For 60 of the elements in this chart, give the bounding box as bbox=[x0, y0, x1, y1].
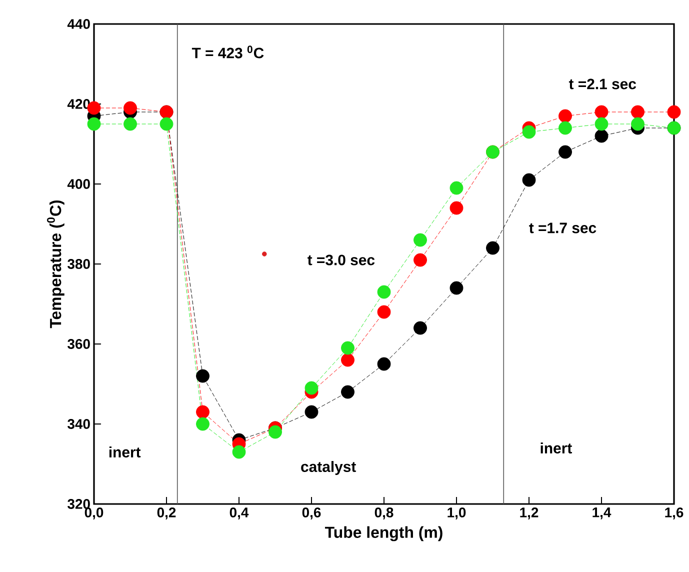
x-tick-label: 0,4 bbox=[230, 508, 249, 520]
point bbox=[667, 105, 681, 119]
point bbox=[304, 405, 318, 419]
x-tick-label: 0,0 bbox=[84, 508, 104, 520]
point bbox=[486, 241, 500, 255]
point bbox=[196, 405, 210, 419]
x-axis-title: Tube length (m) bbox=[325, 526, 442, 542]
point bbox=[522, 125, 536, 139]
annotation: T = 423 $^{0}$C bbox=[192, 46, 264, 58]
point bbox=[232, 445, 246, 459]
y-tick-label: 380 bbox=[68, 259, 90, 269]
point bbox=[196, 417, 210, 431]
x-tick-label: 0,8 bbox=[374, 508, 394, 520]
y-tick-label: 400 bbox=[67, 179, 90, 189]
point bbox=[450, 181, 464, 195]
x-tick-label: 0,2 bbox=[157, 508, 176, 520]
series-label: t =2.1 sec bbox=[568, 78, 636, 90]
y-axis-title: Temperature ($^{0}$C) bbox=[47, 200, 64, 328]
point bbox=[414, 321, 427, 335]
point bbox=[87, 117, 101, 131]
y-tick-label: 440 bbox=[67, 19, 90, 29]
point bbox=[377, 285, 391, 299]
point bbox=[268, 425, 282, 439]
point bbox=[450, 281, 464, 295]
y-tick-label: 360 bbox=[68, 339, 90, 349]
x-tick-label: 1,0 bbox=[448, 508, 466, 520]
annotation: inert bbox=[540, 442, 572, 454]
point bbox=[341, 353, 354, 367]
point bbox=[631, 105, 644, 119]
point bbox=[558, 121, 572, 135]
point bbox=[304, 381, 318, 395]
x-tick-label: 1,6 bbox=[665, 508, 684, 520]
point bbox=[341, 385, 354, 399]
point bbox=[414, 253, 427, 267]
point bbox=[414, 233, 427, 247]
y-tick-label: 340 bbox=[68, 419, 90, 429]
annotation: catalyst bbox=[301, 461, 356, 475]
point bbox=[124, 117, 137, 131]
point bbox=[377, 357, 391, 371]
series-label: t =3.0 sec bbox=[308, 254, 375, 266]
point bbox=[160, 117, 174, 131]
point bbox=[341, 341, 354, 355]
y-tick-label: 320 bbox=[68, 499, 90, 509]
x-tick-label: 0,6 bbox=[302, 508, 321, 520]
point bbox=[450, 201, 464, 215]
x-tick-label: 1,2 bbox=[520, 508, 538, 520]
x-tick-label: 1,4 bbox=[592, 508, 612, 520]
point bbox=[631, 117, 644, 131]
point bbox=[522, 173, 536, 187]
annotation: inert bbox=[109, 446, 141, 458]
point bbox=[558, 145, 572, 159]
point bbox=[124, 101, 137, 115]
point bbox=[558, 109, 572, 123]
series-label: t =1.7 sec bbox=[529, 222, 596, 234]
point bbox=[262, 252, 267, 256]
point bbox=[594, 105, 608, 119]
point bbox=[594, 117, 608, 131]
point bbox=[594, 129, 608, 143]
point bbox=[196, 369, 210, 383]
point bbox=[377, 305, 391, 319]
